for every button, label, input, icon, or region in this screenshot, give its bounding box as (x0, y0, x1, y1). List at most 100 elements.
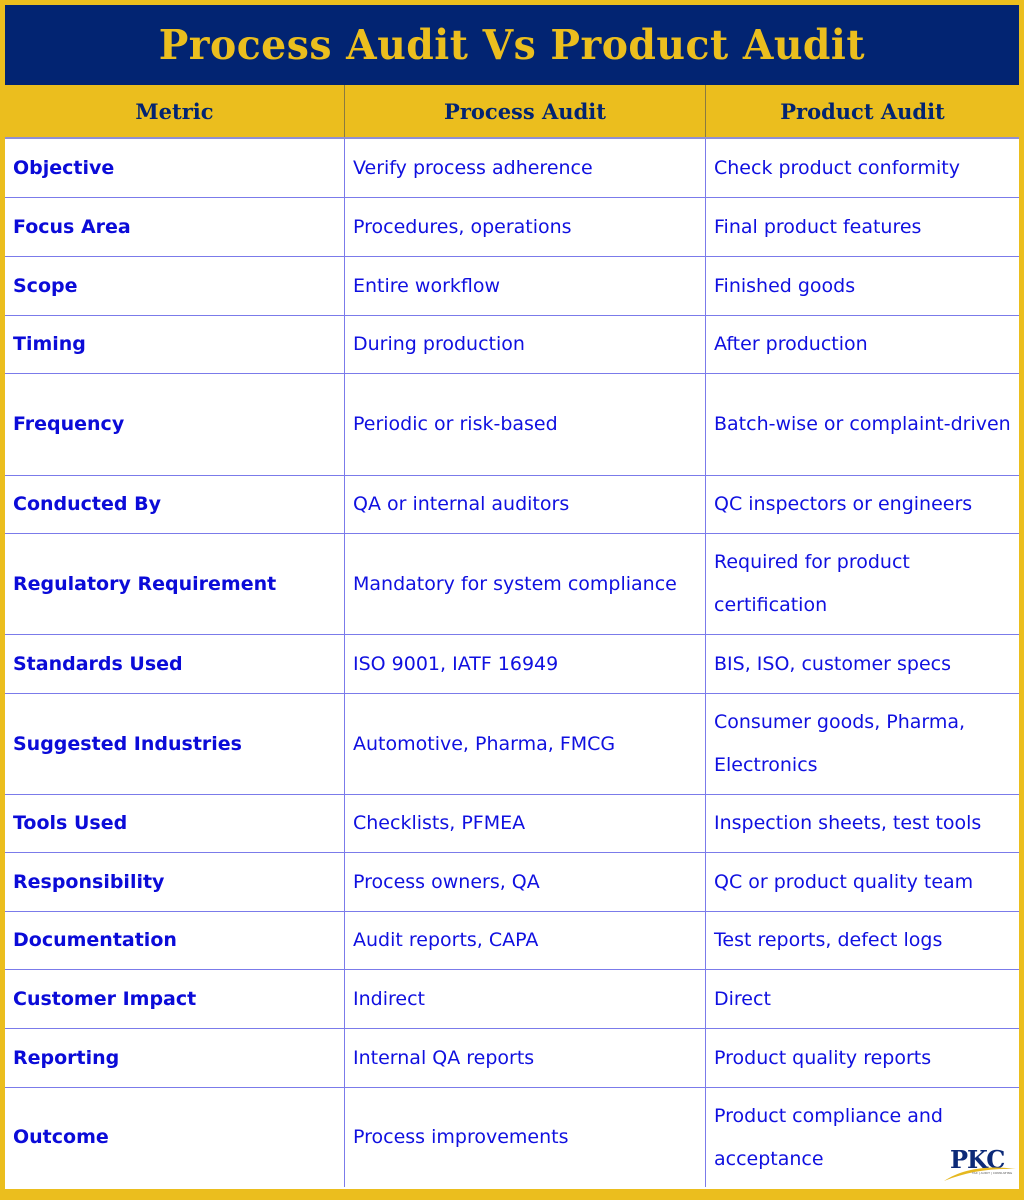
metric-cell-text: Customer Impact (13, 987, 197, 1010)
svg-text:TAX | AUDIT | CONSULTING: TAX | AUDIT | CONSULTING (971, 1171, 1013, 1175)
metric-cell-text: Standards Used (13, 652, 183, 675)
process-audit-cell-text: Process owners, QA (353, 870, 540, 893)
header-process-audit: Process Audit (345, 85, 706, 137)
metric-cell-text: Timing (13, 333, 86, 355)
header-metric: Metric (5, 85, 345, 137)
process-audit-cell-text: Procedures, operations (353, 215, 572, 238)
metric-cell-text: Regulatory Requirement (13, 572, 277, 595)
process-audit-cell-text: Process improvements (353, 1126, 569, 1148)
process-audit-cell-text: QA or internal auditors (353, 493, 570, 515)
table-row: Suggested Industries Automotive, Pharma, … (5, 694, 1019, 795)
product-audit-cell-text: Batch-wise or complaint-driven (714, 413, 1011, 435)
process-audit-cell-text: Mandatory for system compliance (353, 572, 677, 595)
process-audit-cell-text: Checklists, PFMEA (353, 812, 526, 834)
process-audit-cell: Automotive, Pharma, FMCG (345, 694, 706, 794)
process-audit-cell-text: Verify process adherence (353, 156, 593, 179)
comparison-infographic: Process Audit Vs Product Audit Metric Pr… (5, 5, 1019, 1189)
product-audit-cell-text: Check product conformity (714, 156, 960, 179)
product-audit-cell-text: QC inspectors or engineers (714, 493, 973, 515)
product-audit-cell-text: Inspection sheets, test tools (714, 812, 982, 834)
product-audit-cell: After production (706, 316, 1019, 373)
product-audit-cell: Direct (706, 970, 1019, 1028)
product-audit-cell: Finished goods (706, 257, 1019, 315)
product-audit-cell-text: Required for product certification (714, 551, 910, 616)
process-audit-cell-text: Internal QA reports (353, 1046, 535, 1069)
metric-cell: Focus Area (5, 198, 345, 256)
product-audit-cell: Product compliance and acceptance (706, 1088, 1019, 1187)
table-row: Tools Used Checklists, PFMEA Inspection sh… (5, 795, 1019, 853)
product-audit-cell-text: After production (714, 333, 868, 355)
metric-cell: Customer Impact (5, 970, 345, 1028)
pkc-logo-icon: PKC TAX | AUDIT | CONSULTING (944, 1145, 1016, 1181)
product-audit-cell: Product quality reports (706, 1029, 1019, 1087)
process-audit-cell: Process improvements (345, 1088, 706, 1187)
process-audit-cell: QA or internal auditors (345, 476, 706, 533)
process-audit-cell: Indirect (345, 970, 706, 1028)
metric-cell: Responsibility (5, 853, 345, 911)
product-audit-cell: QC or product quality team (706, 853, 1019, 911)
process-audit-cell: Verify process adherence (345, 139, 706, 197)
product-audit-cell-text: BIS, ISO, customer specs (714, 652, 951, 675)
product-audit-cell-text: Test reports, defect logs (714, 929, 943, 951)
metric-cell: Outcome (5, 1088, 345, 1187)
metric-cell: Suggested Industries (5, 694, 345, 794)
product-audit-cell: BIS, ISO, customer specs (706, 635, 1019, 693)
process-audit-cell-text: Indirect (353, 987, 425, 1010)
product-audit-cell: Batch-wise or complaint-driven (706, 374, 1019, 475)
table-row: Frequency Periodic or risk-based Batch-wis… (5, 374, 1019, 476)
product-audit-cell: QC inspectors or engineers (706, 476, 1019, 533)
table-body: Objective Verify process adherence Check p… (5, 139, 1019, 1187)
process-audit-cell: Audit reports, CAPA (345, 912, 706, 969)
process-audit-cell: Process owners, QA (345, 853, 706, 911)
metric-cell: Frequency (5, 374, 345, 475)
product-audit-cell-text: QC or product quality team (714, 870, 974, 893)
process-audit-cell-text: Entire workflow (353, 274, 501, 297)
metric-cell: Timing (5, 316, 345, 373)
product-audit-cell: Inspection sheets, test tools (706, 795, 1019, 852)
table-header: Metric Process Audit Product Audit (5, 85, 1019, 139)
metric-cell-text: Focus Area (13, 215, 131, 238)
product-audit-cell: Consumer goods, Pharma, Electronics (706, 694, 1019, 794)
metric-cell-text: Objective (13, 156, 115, 179)
process-audit-cell: Periodic or risk-based (345, 374, 706, 475)
metric-cell-text: Conducted By (13, 493, 161, 515)
metric-cell-text: Suggested Industries (13, 732, 242, 755)
metric-cell-text: Scope (13, 274, 78, 297)
metric-cell-text: Documentation (13, 929, 177, 951)
table-row: Conducted By QA or internal auditors QC in… (5, 476, 1019, 534)
product-audit-cell: Test reports, defect logs (706, 912, 1019, 969)
table-row: Responsibility Process owners, QA QC or pr… (5, 853, 1019, 912)
process-audit-cell: Internal QA reports (345, 1029, 706, 1087)
product-audit-cell: Final product features (706, 198, 1019, 256)
metric-cell: Objective (5, 139, 345, 197)
metric-cell-text: Frequency (13, 413, 125, 435)
process-audit-cell-text: Audit reports, CAPA (353, 929, 539, 951)
table-row: Scope Entire workflow Finished goods (5, 257, 1019, 316)
product-audit-cell: Check product conformity (706, 139, 1019, 197)
product-audit-cell: Required for product certification (706, 534, 1019, 634)
metric-cell: Conducted By (5, 476, 345, 533)
table-row: Outcome Process improvements Product compl… (5, 1088, 1019, 1187)
process-audit-cell-text: Automotive, Pharma, FMCG (353, 732, 616, 755)
metric-cell-text: Outcome (13, 1126, 109, 1148)
table-row: Standards Used ISO 9001, IATF 16949 BIS, I… (5, 635, 1019, 694)
product-audit-cell-text: Final product features (714, 215, 922, 238)
product-audit-cell-text: Finished goods (714, 274, 856, 297)
metric-cell: Documentation (5, 912, 345, 969)
metric-cell: Tools Used (5, 795, 345, 852)
metric-cell: Standards Used (5, 635, 345, 693)
table-row: Regulatory Requirement Mandatory for syst… (5, 534, 1019, 635)
table-row: Documentation Audit reports, CAPA Test rep… (5, 912, 1019, 970)
table-row: Reporting Internal QA reports Product qual… (5, 1029, 1019, 1088)
table-row: Focus Area Procedures, operations Final pr… (5, 198, 1019, 257)
product-audit-cell-text: Consumer goods, Pharma, Electronics (714, 711, 966, 776)
process-audit-cell-text: ISO 9001, IATF 16949 (353, 652, 559, 675)
metric-cell: Reporting (5, 1029, 345, 1087)
metric-cell-text: Tools Used (13, 812, 128, 834)
process-audit-cell: Procedures, operations (345, 198, 706, 256)
process-audit-cell-text: During production (353, 333, 525, 355)
table-row: Customer Impact Indirect Direct (5, 970, 1019, 1029)
title-band: Process Audit Vs Product Audit (5, 5, 1019, 85)
header-product-audit: Product Audit (780, 98, 945, 124)
process-audit-cell-text: Periodic or risk-based (353, 413, 558, 435)
